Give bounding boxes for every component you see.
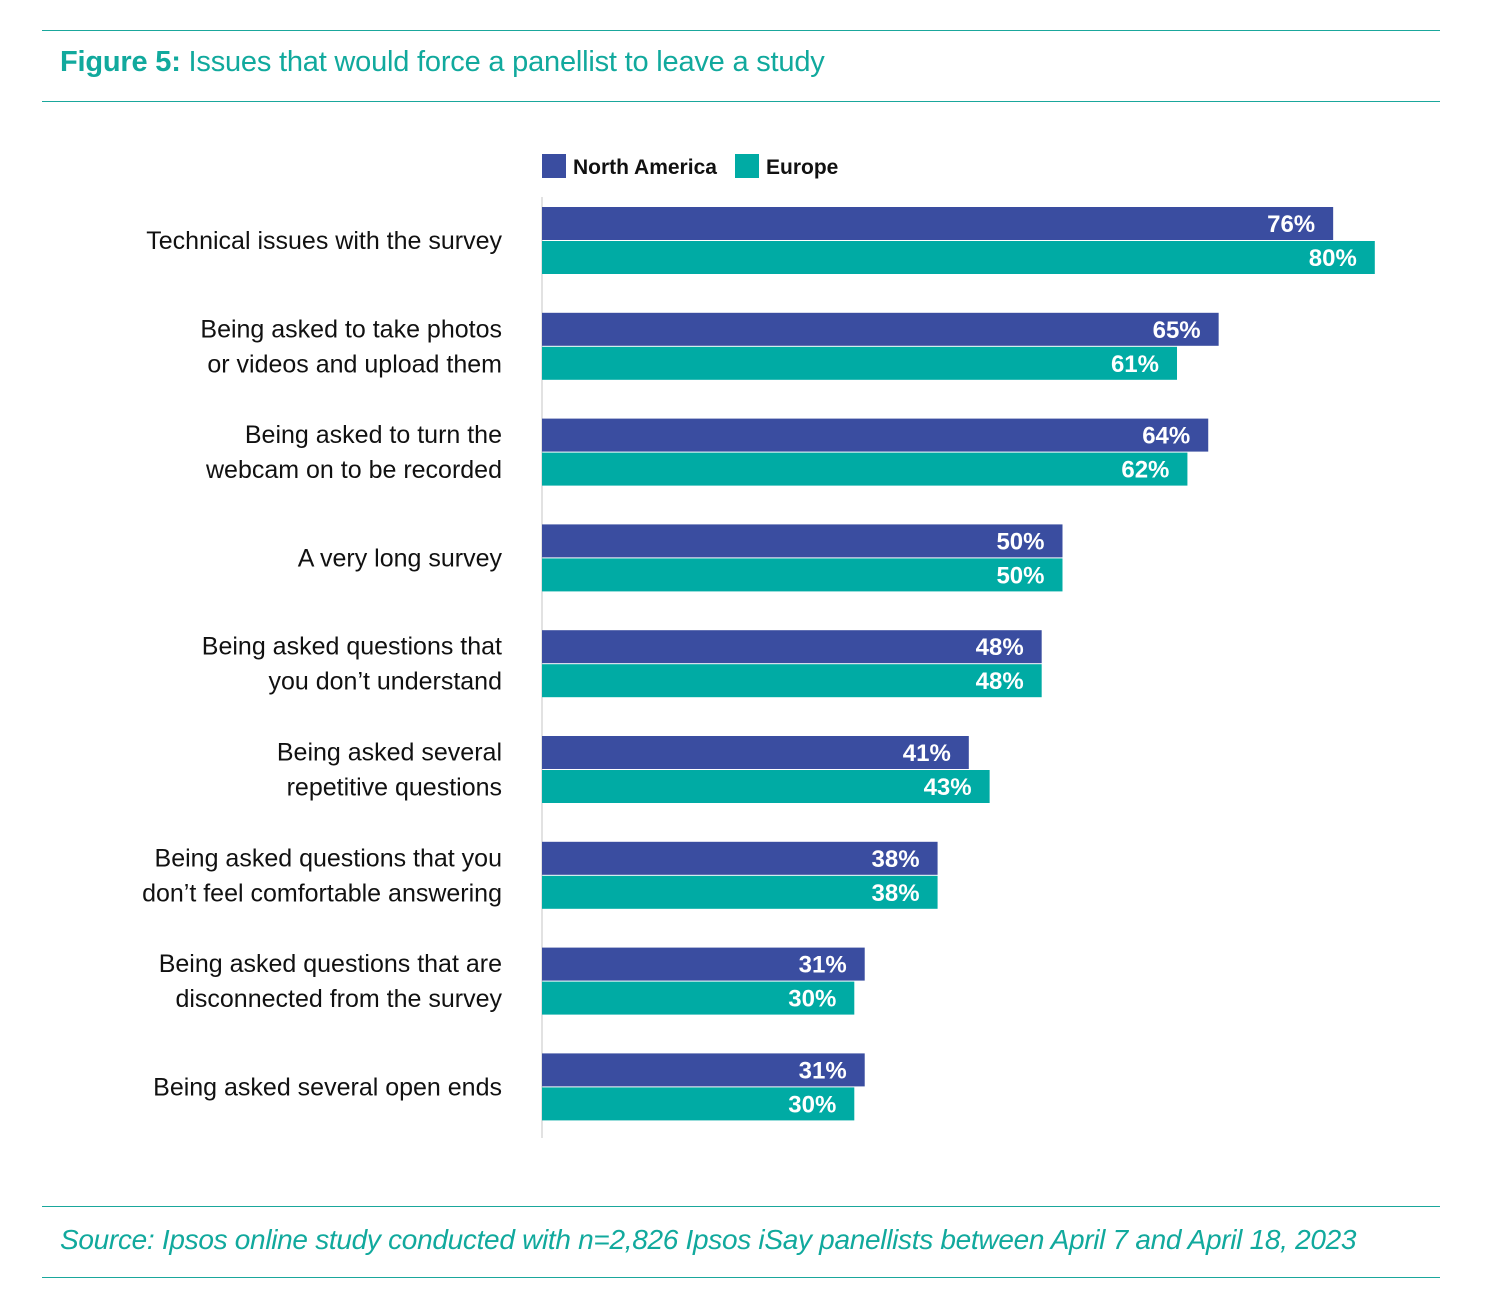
value-label-europe: 43%	[924, 774, 972, 801]
bar-north-america	[542, 947, 865, 981]
value-label-north-america: 31%	[799, 952, 847, 979]
bar-europe	[542, 664, 1042, 698]
category-label: you don’t understand	[268, 668, 502, 696]
bar-europe	[542, 1087, 855, 1121]
category-label: Being asked questions that are	[159, 950, 502, 978]
bar-europe	[542, 241, 1375, 274]
bar-europe	[542, 558, 1063, 592]
bar-europe	[542, 875, 938, 909]
bar-north-america	[542, 630, 1042, 664]
value-label-north-america: 38%	[872, 846, 920, 873]
value-label-north-america: 64%	[1142, 423, 1190, 450]
category-label: or videos and upload them	[207, 350, 502, 378]
category-label: Being asked questions that	[202, 633, 502, 661]
bar-europe	[542, 452, 1188, 486]
legend-label-0: North America	[573, 156, 717, 179]
category-label: repetitive questions	[287, 774, 502, 802]
figure-number: Figure 5:	[60, 46, 181, 78]
bar-north-america	[542, 1053, 865, 1087]
bar-europe	[542, 346, 1178, 380]
value-label-north-america: 50%	[996, 528, 1044, 555]
legend-swatch-0	[542, 154, 566, 178]
title-rule	[42, 101, 1440, 102]
value-label-europe: 30%	[788, 986, 836, 1013]
value-label-north-america: 65%	[1153, 317, 1201, 344]
category-label: Technical issues with the survey	[146, 227, 502, 255]
bar-north-america	[542, 841, 938, 875]
value-label-europe: 62%	[1121, 457, 1169, 484]
category-label: don’t feel comfortable answering	[142, 879, 502, 907]
bottom-rule	[42, 1277, 1440, 1278]
category-label: Being asked to turn the	[245, 421, 502, 449]
value-label-europe: 38%	[872, 880, 920, 907]
figure-title: Figure 5: Issues that would force a pane…	[60, 46, 825, 79]
bar-north-america	[542, 207, 1334, 240]
category-label: A very long survey	[298, 544, 503, 572]
top-rule	[42, 30, 1440, 31]
source-note: Source: Ipsos online study conducted wit…	[60, 1224, 1357, 1255]
category-label: Being asked questions that you	[155, 844, 502, 872]
category-label: Being asked several	[277, 739, 502, 767]
bar-chart: North America Europe Technical issues with…	[142, 154, 1375, 1138]
category-label: Being asked several open ends	[153, 1073, 502, 1101]
bar-north-america	[542, 524, 1063, 558]
bar-europe	[542, 770, 990, 803]
category-label: Being asked to take photos	[200, 315, 502, 343]
category-label: disconnected from the survey	[175, 985, 502, 1013]
value-label-europe: 50%	[996, 562, 1044, 589]
bar-north-america	[542, 736, 969, 769]
value-label-europe: 30%	[788, 1091, 836, 1118]
legend-label-1: Europe	[766, 156, 838, 179]
value-label-north-america: 48%	[976, 634, 1024, 661]
value-label-europe: 80%	[1309, 245, 1357, 272]
value-label-north-america: 31%	[799, 1057, 847, 1084]
value-label-north-america: 76%	[1267, 211, 1315, 238]
bar-north-america	[542, 418, 1209, 452]
bar-north-america	[542, 312, 1219, 346]
value-label-north-america: 41%	[903, 740, 951, 767]
value-label-europe: 48%	[976, 668, 1024, 695]
figure-title-text: Issues that would force a panellist to l…	[188, 46, 825, 78]
legend-swatch-1	[735, 154, 759, 178]
bar-europe	[542, 981, 855, 1015]
value-label-europe: 61%	[1111, 351, 1159, 378]
source-top-rule	[42, 1206, 1440, 1207]
category-label: webcam on to be recorded	[205, 456, 502, 484]
